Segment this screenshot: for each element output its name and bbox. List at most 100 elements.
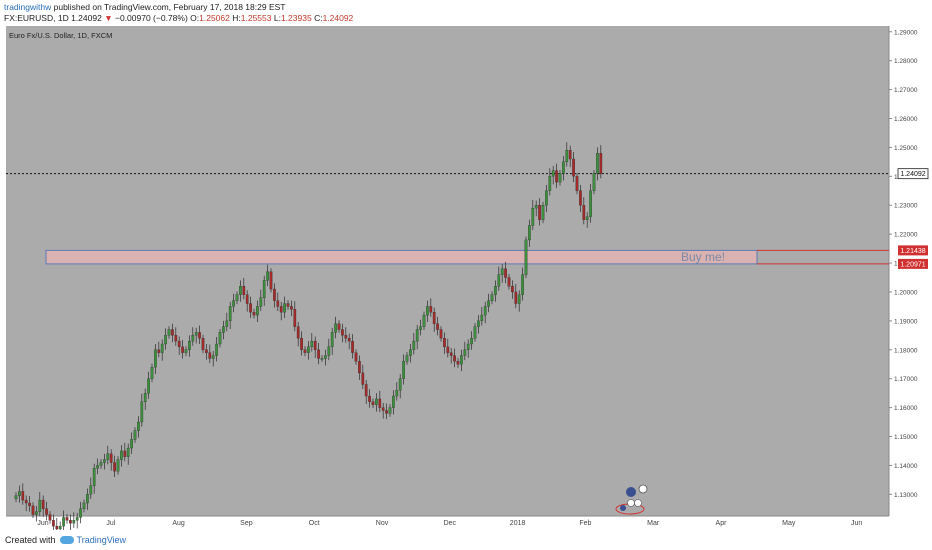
candle <box>290 306 293 310</box>
symbol-label: FX:EURUSD, 1D <box>4 13 69 23</box>
time-tick-label: Sep <box>240 520 253 527</box>
created-with-text: Created with <box>5 535 56 545</box>
candle <box>228 306 232 322</box>
flag-icon[interactable] <box>626 487 636 497</box>
price-tick-label: 1.26000 <box>894 116 918 123</box>
candle <box>184 349 188 353</box>
candle <box>41 499 45 509</box>
time-tick-label: Aug <box>172 520 185 527</box>
event-icon[interactable] <box>627 499 635 507</box>
price-tick-label: 1.29000 <box>894 29 918 36</box>
tradingview-logo[interactable]: TradingView <box>59 535 126 545</box>
candle <box>402 361 405 379</box>
zone-bottom-flag-text: 1.20971 <box>900 261 925 268</box>
candle <box>422 314 426 327</box>
buy-zone-rectangle[interactable] <box>45 249 758 265</box>
candle <box>194 332 198 336</box>
price-tick-label: 1.23000 <box>894 203 918 210</box>
candle <box>242 286 246 295</box>
candle <box>266 271 269 281</box>
low-label: L: <box>273 13 281 23</box>
candle <box>120 450 123 460</box>
candle <box>222 326 225 333</box>
candle <box>313 340 317 350</box>
candle <box>276 300 280 307</box>
time-axis[interactable] <box>6 516 889 530</box>
candle <box>599 153 603 174</box>
candle <box>232 300 235 307</box>
candle <box>273 288 276 301</box>
candle <box>320 358 324 360</box>
candle <box>269 271 273 290</box>
candle <box>116 459 120 472</box>
price-chart[interactable]: 1.29000 1.28000 1.27000 1.26000 1.25000 1.240… <box>0 0 932 530</box>
candle <box>296 326 300 339</box>
candle <box>324 355 327 359</box>
price-axis-labels: 1.290001.280001.270001.260001.250001.240… <box>889 29 918 499</box>
candle <box>174 335 178 342</box>
candle <box>157 349 161 353</box>
candle <box>364 384 368 397</box>
price-tick-label: 1.13000 <box>894 492 918 499</box>
candle <box>82 502 86 509</box>
candle <box>89 485 93 495</box>
candle <box>28 502 31 507</box>
time-tick-label: Jun <box>851 520 862 527</box>
candle <box>378 398 382 408</box>
candle <box>524 239 528 275</box>
candle <box>103 459 106 463</box>
candle <box>300 338 303 350</box>
candle <box>14 495 18 499</box>
candle <box>191 335 195 342</box>
author-link[interactable]: tradingwithw <box>4 2 52 12</box>
last-price: 1.24092 <box>71 13 102 23</box>
chart-legend: Euro Fx/U.S. Dollar, 1D, FXCM <box>9 31 112 40</box>
price-tick-label: 1.18000 <box>894 347 918 354</box>
candle <box>35 511 38 515</box>
candle <box>409 349 412 356</box>
cloud-icon <box>59 536 74 544</box>
close-label: C: <box>314 13 323 23</box>
candle <box>177 340 181 348</box>
time-tick-label: 2018 <box>510 520 526 527</box>
candle <box>167 329 171 336</box>
candle <box>456 361 460 365</box>
time-tick-label: Oct <box>309 520 320 527</box>
candle <box>514 291 518 304</box>
zone-top-flag-text: 1.21438 <box>900 248 925 255</box>
zone-top-flag: 1.21438 <box>898 245 928 256</box>
candle <box>517 294 521 304</box>
plot-area[interactable] <box>6 26 889 516</box>
candle <box>218 332 222 345</box>
candle <box>347 338 351 342</box>
candle <box>72 520 76 524</box>
candle <box>130 439 133 449</box>
candle <box>164 335 167 345</box>
price-tick-label: 1.16000 <box>894 405 918 412</box>
zone-bottom-flag: 1.20971 <box>898 258 928 269</box>
candle <box>239 286 242 295</box>
candle <box>99 462 103 466</box>
time-tick-label: Dec <box>444 520 457 527</box>
candle <box>412 340 416 350</box>
candle <box>21 491 25 501</box>
candle <box>432 312 436 324</box>
candle <box>596 153 599 174</box>
candle <box>579 190 582 206</box>
candle <box>337 323 341 330</box>
flag-icon[interactable] <box>620 505 626 511</box>
candle <box>259 297 263 307</box>
economic-events-markers[interactable] <box>615 484 648 515</box>
published-text: published on TradingView.com, February 1… <box>53 2 286 12</box>
candle <box>555 170 558 183</box>
candle <box>327 346 331 356</box>
event-icon[interactable] <box>634 499 642 507</box>
time-tick-label: Feb <box>579 520 591 527</box>
candle <box>279 306 283 313</box>
candle <box>58 525 62 530</box>
candle <box>109 453 113 463</box>
candle <box>283 303 286 313</box>
candle <box>487 300 490 307</box>
event-icon[interactable] <box>638 484 648 494</box>
price-axis[interactable] <box>889 26 932 516</box>
